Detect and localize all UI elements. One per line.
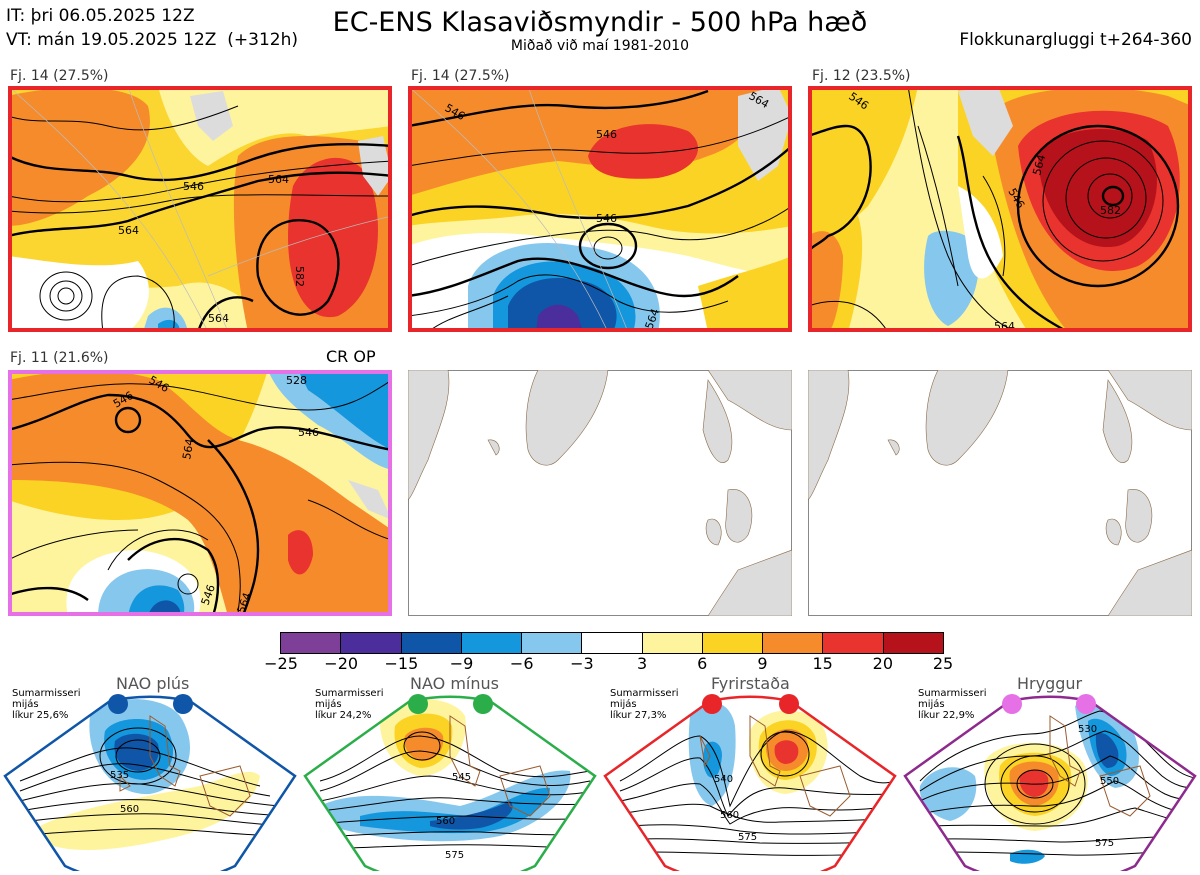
colorbar-segment [522,633,583,653]
contour-label: 546 [298,426,319,439]
colorbar-tick-label: 25 [932,654,954,673]
contour-label: 530 [1078,724,1097,735]
contour-label: 575 [445,850,464,861]
colorbar [280,632,944,654]
contour-label: 540 [714,774,733,785]
regime-dot [173,694,193,714]
regime-freq: mijás [315,699,342,710]
contour-label: 546 [596,212,617,225]
regime-prob: líkur 25,6% [12,710,69,721]
contour-label: 546 [183,180,204,193]
cluster-map-2: 546 546 546 564 564 [408,86,792,332]
cluster-border [408,86,792,332]
contour-label: 564 [268,173,289,186]
contour-label: 560 [120,804,139,815]
regime-blocking: 540 560 575 Fyrirstaða Sumarmisseri mijá… [600,674,900,875]
regime-title: Fyrirstaða [711,674,790,693]
regime-season: Sumarmisseri [610,688,679,699]
regime-season: Sumarmisseri [918,688,987,699]
regime-dot [1076,694,1096,714]
contour-label: 535 [110,770,129,781]
contour-label: 582 [1100,204,1121,217]
regime-prob: líkur 24,2% [315,710,372,721]
cluster-border [8,370,392,616]
contour-label: 545 [452,772,471,783]
regime-freq: mijás [610,699,637,710]
contour-label: 582 [293,266,306,287]
contour-label: 564 [208,312,229,325]
contour-label: 528 [286,374,307,387]
regime-dot [108,694,128,714]
colorbar-tick-label: −20 [324,654,359,673]
cr-op-label: CR OP [326,347,376,366]
contour-label: 564 [1030,153,1048,177]
cluster-label-2: Fj. 14 (27.5%) [411,68,510,84]
regime-nao-plus: 535 560 NAO plús Sumarmisseri mijás líku… [0,674,300,875]
empty-map-5 [408,370,792,616]
colorbar-segment [401,633,462,653]
page-title: EC-ENS Klasaviðsmyndir - 500 hPa hæð [332,7,868,38]
colorbar-tick-label: −6 [509,654,534,673]
contour-label: 575 [738,832,757,843]
colorbar-tick-label: 20 [872,654,893,673]
regime-freq: mijás [12,699,39,710]
colorbar-segment [823,633,884,653]
contour-label: 564 [118,224,139,237]
cluster-label-4: Fj. 11 (21.6%) [10,350,109,366]
regime-title: NAO mínus [410,674,499,693]
colorbar-tick-label: −25 [264,654,298,673]
contour-label: 560 [436,816,455,827]
regime-dot [473,694,493,714]
contour-label: 564 [180,438,196,461]
contour-label: 550 [1100,776,1119,787]
cluster-map-4: 546 546 546 564 528 564 546 [8,370,392,616]
regime-dot [779,694,799,714]
colorbar-tick-label: −3 [570,654,594,673]
cluster-border [808,86,1192,332]
it-line: IT: þri 06.05.2025 12Z [6,6,195,26]
contour-label: 560 [720,810,739,821]
regime-title: NAO plús [116,674,190,693]
empty-map-6 [808,370,1192,616]
regime-season: Sumarmisseri [12,688,81,699]
cluster-label-3: Fj. 12 (23.5%) [812,68,911,84]
colorbar-tick-label: 6 [697,654,708,673]
colorbar-segment [461,633,523,653]
cluster-label-1: Fj. 14 (27.5%) [10,68,109,84]
regime-ridge: 530 550 575 Hryggur Sumarmisseri mijás l… [900,674,1200,875]
colorbar-segment [883,633,943,653]
header-info: IT: þri 06.05.2025 12Z VT: mán 19.05.202… [6,4,298,52]
colorbar-segment [642,633,703,653]
classification-window: Flokkunargluggi t+264-360 [959,30,1192,50]
page-subtitle: Miðað við maí 1981-2010 [510,38,690,54]
colorbar-tick-label: 3 [636,654,648,673]
colorbar-tick-label: −15 [384,654,419,673]
cluster-map-3: 546 546 564 582 564 [808,86,1192,332]
regime-dot [408,694,428,714]
colorbar-segment [763,633,824,653]
regime-prob: líkur 22,9% [918,710,975,721]
colorbar-tick-label: 9 [757,654,768,673]
regime-season: Sumarmisseri [315,688,384,699]
regime-freq: mijás [918,699,945,710]
colorbar-segment [702,633,764,653]
colorbar-tick-label: 15 [812,654,833,673]
colorbar-segment [582,633,643,653]
cluster-map-1: 546 564 564 582 564 [8,86,392,332]
regime-prob: líkur 27,3% [610,710,667,721]
colorbar-segment [341,633,402,653]
vt-line: VT: mán 19.05.2025 12Z (+312h) [6,30,298,50]
regime-dot [702,694,722,714]
contour-label: 575 [1095,838,1114,849]
colorbar-tick-label: −9 [449,654,474,673]
contour-label: 546 [596,128,617,141]
regime-dot [1002,694,1022,714]
regime-title: Hryggur [1017,674,1083,693]
cluster-border [8,86,392,332]
colorbar-segment [281,633,342,653]
regime-nao-minus: 545 560 575 NAO mínus Sumarmisseri mijás… [300,674,600,875]
